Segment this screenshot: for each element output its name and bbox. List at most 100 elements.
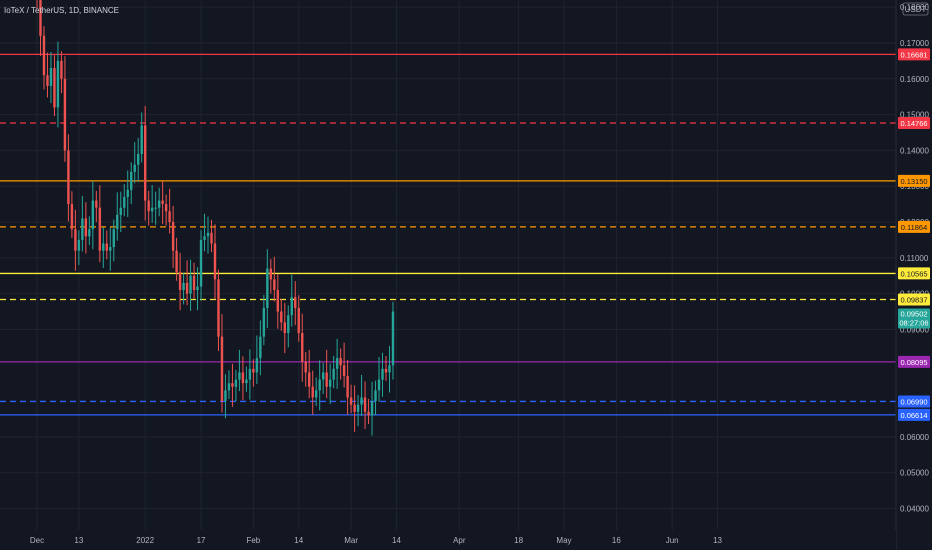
candle-up[interactable] bbox=[245, 379, 248, 384]
candle-up[interactable] bbox=[182, 282, 185, 291]
candle-up[interactable] bbox=[137, 153, 140, 165]
candle-down[interactable] bbox=[161, 200, 164, 205]
candle-down[interactable] bbox=[42, 35, 46, 76]
candle-up[interactable] bbox=[391, 311, 395, 366]
candle-up[interactable] bbox=[374, 390, 377, 402]
candle-down[interactable] bbox=[304, 361, 307, 373]
candle-down[interactable] bbox=[346, 376, 349, 398]
candle-down[interactable] bbox=[67, 150, 70, 205]
candle-up[interactable] bbox=[266, 268, 269, 308]
candle-up[interactable] bbox=[356, 404, 360, 412]
candle-up[interactable] bbox=[335, 358, 339, 369]
candles[interactable] bbox=[36, 0, 395, 436]
candle-down[interactable] bbox=[178, 272, 182, 291]
candle-down[interactable] bbox=[213, 243, 217, 280]
candle-up[interactable] bbox=[112, 229, 115, 248]
candle-down[interactable] bbox=[301, 333, 304, 362]
candle-down[interactable] bbox=[147, 200, 150, 212]
candle-down[interactable] bbox=[210, 232, 213, 244]
candle-up[interactable] bbox=[377, 379, 381, 391]
candle-up[interactable] bbox=[328, 379, 332, 387]
candle-up[interactable] bbox=[77, 239, 81, 251]
candle-down[interactable] bbox=[363, 397, 367, 412]
candle-up[interactable] bbox=[238, 372, 241, 380]
candle-down[interactable] bbox=[311, 386, 314, 398]
candle-up[interactable] bbox=[81, 218, 84, 240]
candle-up[interactable] bbox=[259, 336, 262, 359]
candle-down[interactable] bbox=[46, 75, 49, 86]
candle-up[interactable] bbox=[126, 189, 129, 197]
candle-up[interactable] bbox=[255, 358, 259, 373]
candle-up[interactable] bbox=[287, 315, 290, 334]
candle-down[interactable] bbox=[220, 336, 224, 402]
candle-up[interactable] bbox=[199, 239, 203, 287]
candle-up[interactable] bbox=[189, 275, 192, 294]
candle-up[interactable] bbox=[109, 247, 112, 251]
candle-down[interactable] bbox=[175, 250, 178, 273]
candle-up[interactable] bbox=[248, 368, 252, 380]
candle-down[interactable] bbox=[276, 290, 280, 312]
candle-up[interactable] bbox=[360, 397, 363, 405]
currency-badge[interactable] bbox=[902, 2, 929, 16]
candle-down[interactable] bbox=[185, 282, 189, 294]
candle-down[interactable] bbox=[74, 229, 77, 251]
candle-down[interactable] bbox=[84, 218, 88, 237]
candle-down[interactable] bbox=[252, 368, 255, 373]
candle-down[interactable] bbox=[105, 243, 108, 251]
candle-down[interactable] bbox=[308, 372, 311, 387]
candle-down[interactable] bbox=[384, 368, 388, 373]
candle-down[interactable] bbox=[168, 211, 171, 223]
candle-down[interactable] bbox=[342, 365, 346, 377]
candle-up[interactable] bbox=[206, 232, 210, 237]
candle-down[interactable] bbox=[283, 322, 286, 334]
candle-up[interactable] bbox=[388, 365, 391, 373]
candle-up[interactable] bbox=[116, 214, 119, 230]
candle-down[interactable] bbox=[39, 0, 42, 36]
candle-up[interactable] bbox=[370, 401, 374, 416]
candle-down[interactable] bbox=[192, 275, 196, 291]
candle-down[interactable] bbox=[231, 383, 234, 387]
candle-down[interactable] bbox=[63, 78, 67, 151]
candle-up[interactable] bbox=[130, 171, 133, 190]
candle-up[interactable] bbox=[196, 286, 199, 291]
candle-down[interactable] bbox=[297, 307, 300, 334]
horizontal-levels[interactable] bbox=[0, 53, 896, 416]
candle-down[interactable] bbox=[353, 404, 356, 412]
candle-down[interactable] bbox=[60, 60, 63, 79]
candle-down[interactable] bbox=[70, 204, 74, 230]
candle-up[interactable] bbox=[119, 207, 122, 215]
candle-up[interactable] bbox=[262, 307, 266, 337]
candle-up[interactable] bbox=[88, 229, 91, 237]
candle-up[interactable] bbox=[150, 207, 154, 212]
candle-down[interactable] bbox=[241, 372, 245, 384]
candle-up[interactable] bbox=[332, 368, 335, 380]
candle-down[interactable] bbox=[171, 222, 175, 251]
candle-down[interactable] bbox=[95, 200, 98, 208]
candle-down[interactable] bbox=[280, 311, 283, 323]
candle-up[interactable] bbox=[318, 379, 321, 391]
candle-up[interactable] bbox=[49, 68, 53, 86]
time-axis[interactable]: Dec 13 2022 17 Feb 14 Mar 14 Apr 18 May 16 Jun 13 bbox=[0, 530, 896, 550]
candle-down[interactable] bbox=[164, 204, 168, 212]
candle-up[interactable] bbox=[381, 368, 384, 380]
candle-down[interactable] bbox=[269, 268, 273, 280]
candle-down[interactable] bbox=[367, 411, 370, 416]
candle-up[interactable] bbox=[157, 200, 161, 208]
candle-up[interactable] bbox=[290, 297, 293, 316]
candle-up[interactable] bbox=[315, 390, 318, 398]
candle-up[interactable] bbox=[123, 196, 126, 208]
candle-up[interactable] bbox=[133, 164, 136, 172]
candle-down[interactable] bbox=[217, 279, 220, 337]
candle-down[interactable] bbox=[273, 279, 276, 291]
candle-down[interactable] bbox=[53, 68, 56, 108]
candle-down[interactable] bbox=[294, 297, 297, 308]
candle-down[interactable] bbox=[325, 372, 328, 387]
candle-up[interactable] bbox=[91, 200, 95, 230]
candle-up[interactable] bbox=[227, 383, 231, 391]
candle-up[interactable] bbox=[140, 125, 143, 154]
candle-up[interactable] bbox=[224, 390, 227, 402]
candle-up[interactable] bbox=[56, 60, 60, 108]
candle-down[interactable] bbox=[339, 358, 342, 366]
